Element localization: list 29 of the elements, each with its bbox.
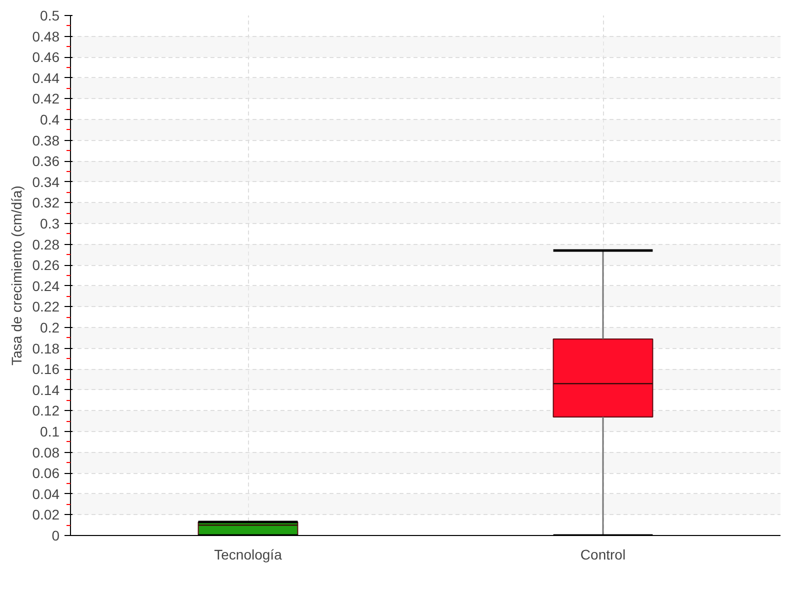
y-tick-label: 0.48 bbox=[32, 28, 60, 44]
y-tick-label: 0.06 bbox=[32, 465, 60, 482]
y-tick-label: 0 bbox=[52, 528, 60, 544]
y-axis-title: Tasa de crecimiento (cm/día) bbox=[8, 186, 24, 366]
y-tick-label: 0.08 bbox=[32, 444, 60, 460]
y-tick-label: 0.44 bbox=[32, 70, 60, 86]
y-tick-label: 0.26 bbox=[32, 257, 60, 274]
y-tick-label: 0.3 bbox=[40, 216, 60, 232]
y-tick-label: 0.2 bbox=[40, 320, 60, 336]
y-tick-label: 0.14 bbox=[32, 382, 60, 398]
y-tick-label: 0.16 bbox=[32, 361, 60, 378]
y-tick-label: 0.36 bbox=[32, 153, 60, 170]
y-tick-label: 0.22 bbox=[32, 298, 60, 315]
y-tick-label: 0.02 bbox=[32, 506, 60, 523]
y-tick-label: 0.04 bbox=[32, 486, 60, 502]
y-tick-label: 0.42 bbox=[32, 90, 60, 107]
x-tick-label: Control bbox=[580, 546, 626, 562]
y-tick-label: 0.24 bbox=[32, 278, 60, 294]
y-tick-label: 0.34 bbox=[32, 174, 60, 190]
y-tick-label: 0.4 bbox=[40, 112, 60, 128]
x-tick-label: Tecnología bbox=[214, 546, 282, 562]
y-tick-label: 0.46 bbox=[32, 49, 60, 66]
y-tick-label: 0.5 bbox=[40, 8, 60, 24]
y-tick-label: 0.12 bbox=[32, 402, 60, 419]
y-tick-label: 0.38 bbox=[32, 132, 60, 148]
y-tick-label: 0.18 bbox=[32, 340, 60, 356]
y-tick-label: 0.1 bbox=[40, 424, 60, 440]
y-tick-label: 0.32 bbox=[32, 194, 60, 211]
y-tick-label: 0.28 bbox=[32, 236, 60, 252]
